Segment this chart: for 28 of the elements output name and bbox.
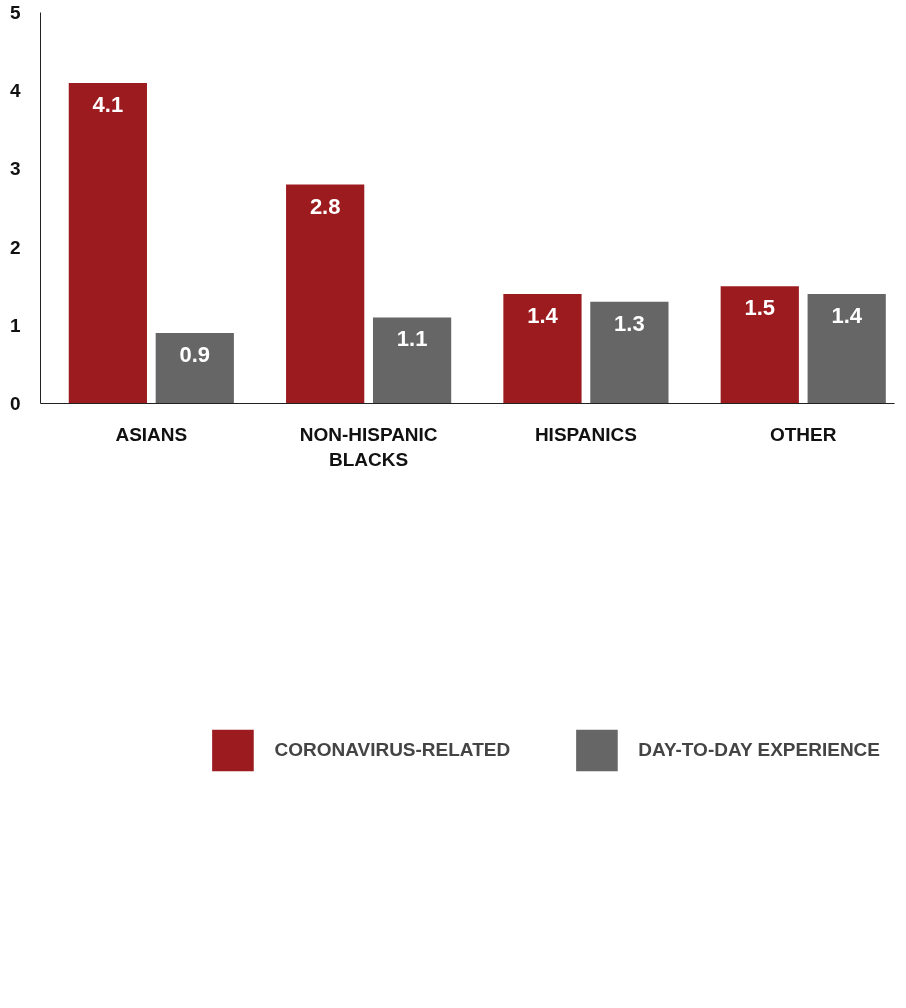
x-tick-label: OTHER (769, 423, 837, 445)
bar (720, 286, 799, 404)
data-label: 1.4 (831, 303, 863, 329)
y-tick-label: 4 (9, 80, 21, 102)
x-tick-label: ASIANS (115, 423, 188, 445)
legend-label: CORONAVIRUS-RELATED (274, 739, 511, 761)
y-tick-label: 3 (9, 158, 21, 180)
bar (286, 184, 365, 404)
bar (68, 82, 147, 404)
data-label: 1.5 (744, 295, 776, 321)
y-tick-label: 0 (9, 393, 21, 414)
bar (807, 294, 886, 404)
x-tick-label: NON-HISPANIC BLACKS (299, 423, 438, 470)
data-label: 2.8 (309, 193, 341, 219)
bar (155, 333, 234, 404)
data-label: 1.3 (614, 310, 645, 336)
x-tick-label: HISPANICS (534, 423, 637, 445)
data-label: 0.9 (179, 342, 211, 368)
legend-label: DAY-TO-DAY EXPERIENCE (638, 739, 880, 761)
bar (590, 301, 669, 404)
bar (372, 317, 452, 404)
y-tick-label: 2 (9, 236, 21, 258)
bar (503, 294, 582, 404)
data-label: 1.4 (527, 303, 559, 329)
data-label: 4.1 (92, 91, 124, 117)
data-label: 1.1 (396, 326, 428, 352)
y-tick-label: 5 (9, 2, 21, 23)
y-tick-label: 1 (9, 314, 21, 336)
